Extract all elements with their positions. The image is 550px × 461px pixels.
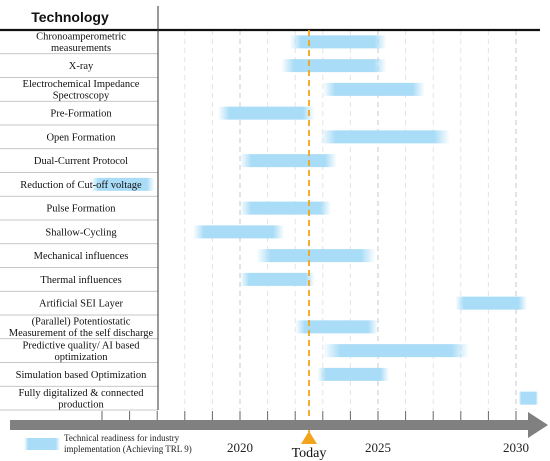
readiness-bar xyxy=(322,82,425,96)
readiness-bar xyxy=(289,35,387,49)
readiness-bar xyxy=(240,272,315,286)
chart-title: Technology xyxy=(31,9,109,25)
row-label: X-ray xyxy=(69,61,94,72)
readiness-bar xyxy=(322,344,470,358)
today-marker xyxy=(301,431,317,444)
row-label: Open Formation xyxy=(46,132,116,143)
row-label: Chronoamperometric measurements xyxy=(36,32,126,55)
time-axis: 2020 2025 2030 Today xyxy=(10,411,548,461)
row-label: Electrochemical Impedance Spectroscopy xyxy=(23,79,140,102)
row-label: (Parallel) Potentiostatic Measurement of … xyxy=(9,317,154,340)
readiness-bar xyxy=(240,154,337,168)
row-labels: Chronoamperometric measurements X-ray Elect… xyxy=(9,32,154,411)
row-label: Fully digitalized & connected production xyxy=(18,388,144,411)
legend-swatch xyxy=(24,438,60,450)
readiness-bar xyxy=(455,296,528,310)
readiness-bar xyxy=(217,106,315,120)
readiness-bar xyxy=(90,177,155,191)
row-label: Thermal influences xyxy=(40,275,121,286)
frame-layer xyxy=(0,6,540,432)
today-label: Today xyxy=(292,446,327,461)
readiness-bar xyxy=(295,320,378,334)
legend-label: Technical readiness for industry implemen… xyxy=(64,433,192,454)
readiness-bar xyxy=(193,225,285,239)
readiness-bar xyxy=(320,130,450,144)
row-label: Shallow-Cycling xyxy=(45,227,117,238)
row-label: Simulation based Optimization xyxy=(16,370,147,381)
row-label: Mechanical influences xyxy=(34,251,129,262)
row-label: Predictive quality/ AI based optimization xyxy=(23,340,141,363)
row-label: Reduction of Cut-off voltage xyxy=(20,180,142,191)
readiness-bar xyxy=(518,391,539,405)
legend: Technical readiness for industry implemen… xyxy=(24,433,192,454)
readiness-bar xyxy=(281,59,387,73)
readiness-bar xyxy=(317,367,390,381)
timeline-arrowhead xyxy=(528,412,548,438)
readiness-bar xyxy=(240,201,332,215)
row-label: Dual-Current Protocol xyxy=(34,156,128,167)
readiness-bar xyxy=(256,249,376,263)
bars-layer xyxy=(90,35,539,405)
year-tick-label: 2020 xyxy=(227,440,253,455)
year-tick-label: 2025 xyxy=(365,440,391,455)
timeline-arrow-body xyxy=(10,420,530,430)
year-tick-label: 2030 xyxy=(503,440,529,455)
row-label: Pulse Formation xyxy=(46,204,116,215)
row-label: Artificial SEI Layer xyxy=(39,299,123,310)
row-label: Pre-Formation xyxy=(50,109,112,120)
